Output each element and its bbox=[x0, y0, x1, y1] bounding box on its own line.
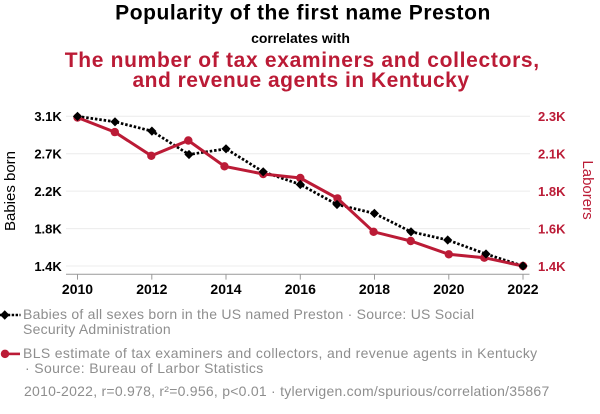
svg-text:1.6K: 1.6K bbox=[538, 222, 566, 237]
svg-text:1.8K: 1.8K bbox=[538, 184, 566, 199]
svg-text:Popularity of the first name P: Popularity of the first name Preston bbox=[115, 2, 491, 25]
svg-text:2022: 2022 bbox=[507, 281, 538, 297]
svg-text:2016: 2016 bbox=[285, 281, 316, 297]
svg-text:1.8K: 1.8K bbox=[34, 222, 62, 237]
svg-text:Security Administration: Security Administration bbox=[23, 321, 171, 337]
svg-text:· Source: Bureau of Larbor Sta: · Source: Bureau of Larbor Statistics bbox=[25, 360, 264, 376]
svg-text:2010-2022, r=0.978, r²=0.956,: 2010-2022, r=0.978, r²=0.956, p<0.01 · t… bbox=[24, 383, 549, 399]
svg-text:and revenue agents in Kentucky: and revenue agents in Kentucky bbox=[132, 69, 469, 92]
svg-text:2.1K: 2.1K bbox=[538, 147, 566, 162]
svg-text:2.3K: 2.3K bbox=[538, 109, 566, 124]
svg-text:2020: 2020 bbox=[433, 281, 464, 297]
svg-text:The number of tax examiners an: The number of tax examiners and collecto… bbox=[65, 49, 540, 72]
svg-text:1.4K: 1.4K bbox=[538, 259, 566, 274]
svg-text:correlates with: correlates with bbox=[251, 30, 350, 46]
svg-text:Babies of all sexes born in th: Babies of all sexes born in the US named… bbox=[23, 306, 474, 322]
svg-text:1.4K: 1.4K bbox=[34, 259, 62, 274]
svg-text:2018: 2018 bbox=[359, 281, 390, 297]
svg-text:2.7K: 2.7K bbox=[34, 147, 62, 162]
svg-text:2010: 2010 bbox=[62, 281, 93, 297]
svg-text:2.2K: 2.2K bbox=[34, 184, 62, 199]
svg-text:3.1K: 3.1K bbox=[34, 109, 62, 124]
svg-text:BLS estimate of tax examiners: BLS estimate of tax examiners and collec… bbox=[23, 345, 538, 361]
svg-text:2014: 2014 bbox=[210, 281, 241, 297]
svg-text:Laborers: Laborers bbox=[579, 160, 596, 219]
svg-text:Babies born: Babies born bbox=[2, 151, 19, 231]
svg-text:2012: 2012 bbox=[136, 281, 167, 297]
